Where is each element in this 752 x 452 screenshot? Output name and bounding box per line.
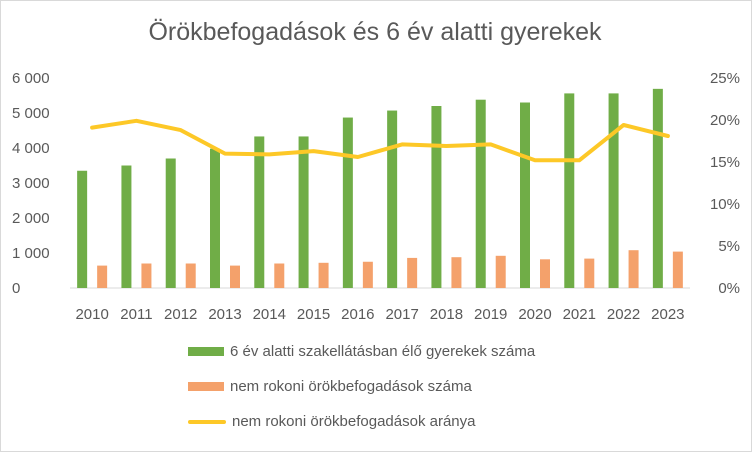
right-axis-tick: 10% (710, 196, 740, 213)
bar-children (210, 148, 220, 288)
bar-children (387, 110, 398, 288)
left-axis-tick: 4 000 (12, 140, 50, 157)
bar-adoptions (407, 257, 418, 288)
x-axis-tick: 2023 (651, 306, 684, 323)
left-axis-tick: 5 000 (12, 105, 50, 122)
bar-adoptions (185, 263, 196, 288)
bar-adoptions (97, 265, 108, 288)
x-axis-tick: 2017 (385, 306, 418, 323)
bar-children (254, 136, 265, 288)
right-axis-tick: 20% (710, 112, 740, 129)
bar-adoptions (584, 258, 595, 288)
x-axis-tick: 2022 (607, 306, 640, 323)
x-axis-tick: 2012 (164, 306, 197, 323)
bar-children (564, 93, 575, 289)
x-axis-tick: 2010 (75, 306, 108, 323)
right-axis-tick: 25% (710, 70, 740, 87)
bar-children (475, 99, 486, 288)
bar-children (652, 88, 663, 288)
x-axis-tick: 2019 (474, 306, 507, 323)
x-axis-tick: 2016 (341, 306, 374, 323)
ratio-line (90, 118, 670, 163)
bar-children (342, 117, 353, 288)
bar-adoptions (628, 250, 639, 288)
bar-children (121, 165, 132, 288)
left-axis-tick: 6 000 (12, 70, 50, 87)
bar-adoptions (495, 255, 506, 288)
bar-children (298, 136, 309, 288)
x-axis-tick: 2020 (518, 306, 551, 323)
bar-children (608, 93, 619, 289)
bar-children (431, 106, 442, 288)
x-axis-tick: 2011 (120, 306, 152, 323)
bar-adoptions (318, 262, 329, 288)
bar-adoptions (540, 259, 550, 288)
bar-adoptions (451, 257, 462, 288)
bar-children (520, 102, 530, 288)
x-axis-tick: 2021 (563, 306, 596, 323)
bar-adoptions (672, 251, 683, 288)
right-axis-tick: 15% (710, 154, 740, 171)
x-axis-tick: 2018 (430, 306, 463, 323)
bar-adoptions (362, 261, 373, 288)
bar-children (77, 170, 88, 288)
x-axis-tick: 2014 (253, 306, 286, 323)
bar-adoptions (141, 263, 152, 288)
bar-adoptions (274, 263, 285, 288)
x-axis-tick: 2015 (297, 306, 330, 323)
chart-title: Örökbefogadások és 6 év alatti gyerekek (148, 18, 602, 46)
x-axis-tick: 2013 (208, 306, 241, 323)
bar-adoptions (230, 265, 240, 288)
right-axis-tick: 5% (718, 238, 740, 255)
left-axis-tick: 3 000 (12, 175, 50, 192)
right-axis-tick: 0% (718, 280, 740, 297)
left-axis-tick: 2 000 (12, 210, 50, 227)
left-axis-tick: 1 000 (12, 245, 50, 262)
left-axis-tick: 0 (12, 280, 20, 297)
bar-children (165, 158, 176, 288)
